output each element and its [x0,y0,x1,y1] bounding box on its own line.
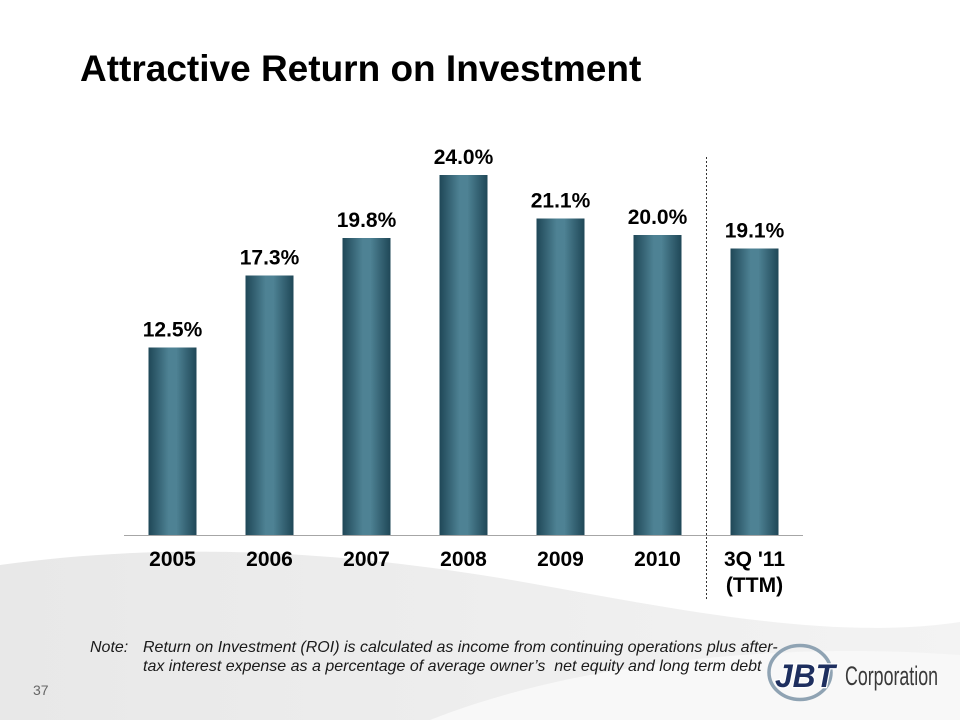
data-label-2008: 24.0% [434,146,494,169]
x-tick-label-2009: 2009 [537,548,584,571]
data-label-2007: 19.8% [337,209,397,232]
bar-2006 [245,275,294,535]
data-label-2005: 12.5% [143,319,203,342]
slide-title: Attractive Return on Investment [80,48,642,89]
data-label-2009: 21.1% [531,190,591,213]
page-number: 37 [33,682,49,698]
x-tick-label-2007: 2007 [343,548,390,571]
bar-3q-11-ttm [730,248,779,535]
x-axis-labels: 2005 2006 2007 2008 2009 2010 3Q '11 (TTM) [149,548,786,597]
x-tick-label-2005: 2005 [149,548,196,571]
logo-ring [767,643,833,702]
x-tick-label-2008: 2008 [440,548,487,571]
data-label-2006: 17.3% [240,247,300,270]
bar-2007 [342,238,391,535]
note-label: Note: [90,639,129,656]
x-tick-label-2006: 2006 [246,548,293,571]
bars-group [148,175,779,535]
swoosh-highlight [430,650,960,720]
x-tick-label-2010: 2010 [634,548,681,571]
bar-2010 [633,235,682,535]
logo-mark-text: JBT [775,658,837,694]
company-logo: JBT Corporation [767,643,938,702]
roi-bar-chart: 12.5% 17.3% 19.8% 24.0% 21.1% 20.0% 19.1% 2005… [124,146,803,600]
logo-wordmark: Corporation [845,661,938,691]
x-tick-label-3q-11-ttm: 3Q '11 (TTM) [723,548,786,597]
value-labels-group: 12.5% 17.3% 19.8% 24.0% 21.1% 20.0% 19.1% [143,146,785,342]
bar-2008 [439,175,488,535]
note-text: Return on Investment (ROI) is calculated… [143,639,778,675]
bar-2005 [148,347,197,535]
data-label-3q-11-ttm: 19.1% [725,220,785,243]
chart-plot: 12.5% 17.3% 19.8% 24.0% 21.1% 20.0% 19.1% [124,146,803,600]
data-label-2010: 20.0% [628,206,688,229]
bar-2009 [536,218,585,535]
